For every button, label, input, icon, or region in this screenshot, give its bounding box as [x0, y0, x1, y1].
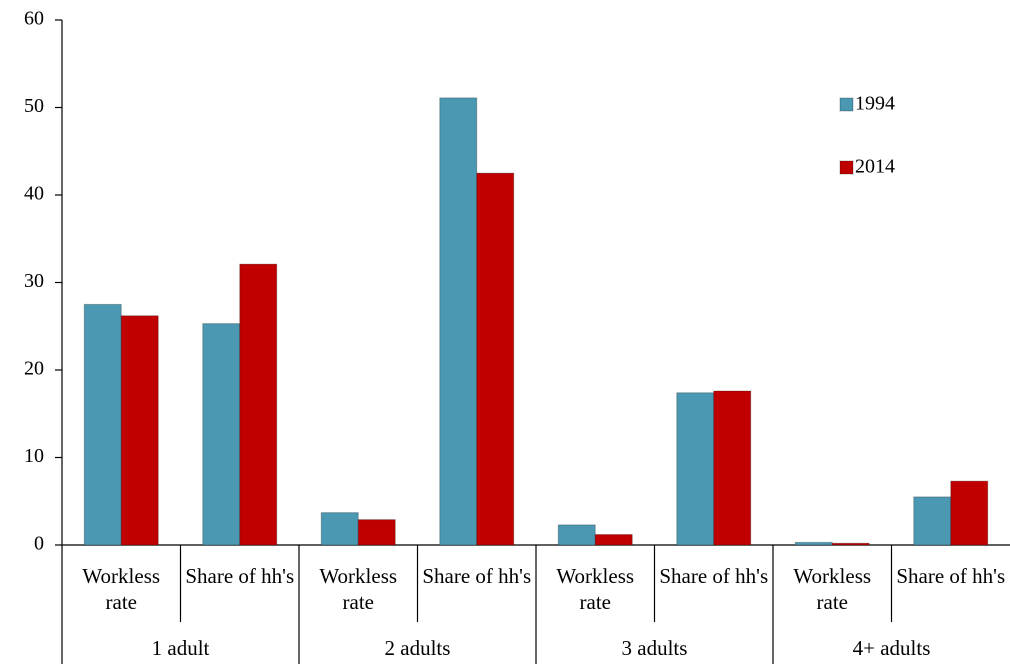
bar: [713, 390, 752, 546]
legend-label: 2014: [855, 156, 895, 178]
legend-swatch: [839, 160, 854, 175]
group-label: 2 adults: [385, 636, 451, 660]
x-tick-label: Workless rate: [793, 564, 872, 614]
bar: [83, 303, 122, 546]
y-tick-label: 0: [34, 533, 44, 555]
y-tick-label: 20: [24, 358, 44, 380]
x-tick-label: Workless rate: [319, 564, 398, 614]
group-label: 1 adult: [152, 636, 210, 660]
bar: [913, 496, 952, 546]
x-tick-label: Share of hh's: [659, 564, 769, 588]
x-tick-label: Workless rate: [82, 564, 161, 614]
y-tick-label: 40: [24, 183, 44, 205]
legend-swatch: [839, 97, 854, 112]
bar: [950, 480, 989, 546]
x-tick-label: Share of hh's: [185, 564, 295, 588]
bar: [476, 172, 515, 546]
bar: [120, 315, 159, 546]
x-tick-label: Share of hh's: [422, 564, 532, 588]
bar: [794, 541, 833, 546]
bar: [594, 534, 633, 546]
x-tick-label: Workless rate: [556, 564, 635, 614]
x-tick-label: Share of hh's: [896, 564, 1006, 588]
bar: [439, 97, 478, 546]
y-tick-label: 10: [24, 445, 44, 467]
bar: [202, 323, 241, 546]
y-tick-label: 60: [24, 8, 44, 30]
bar: [357, 519, 396, 546]
bar: [676, 392, 715, 546]
bar: [239, 263, 278, 546]
group-label: 4+ adults: [853, 636, 931, 660]
y-tick-label: 30: [24, 270, 44, 292]
bar: [320, 512, 359, 546]
y-tick-label: 50: [24, 95, 44, 117]
legend-label: 1994: [855, 93, 895, 115]
group-label: 3 adults: [622, 636, 688, 660]
bar: [831, 542, 870, 546]
bar: [557, 524, 596, 546]
